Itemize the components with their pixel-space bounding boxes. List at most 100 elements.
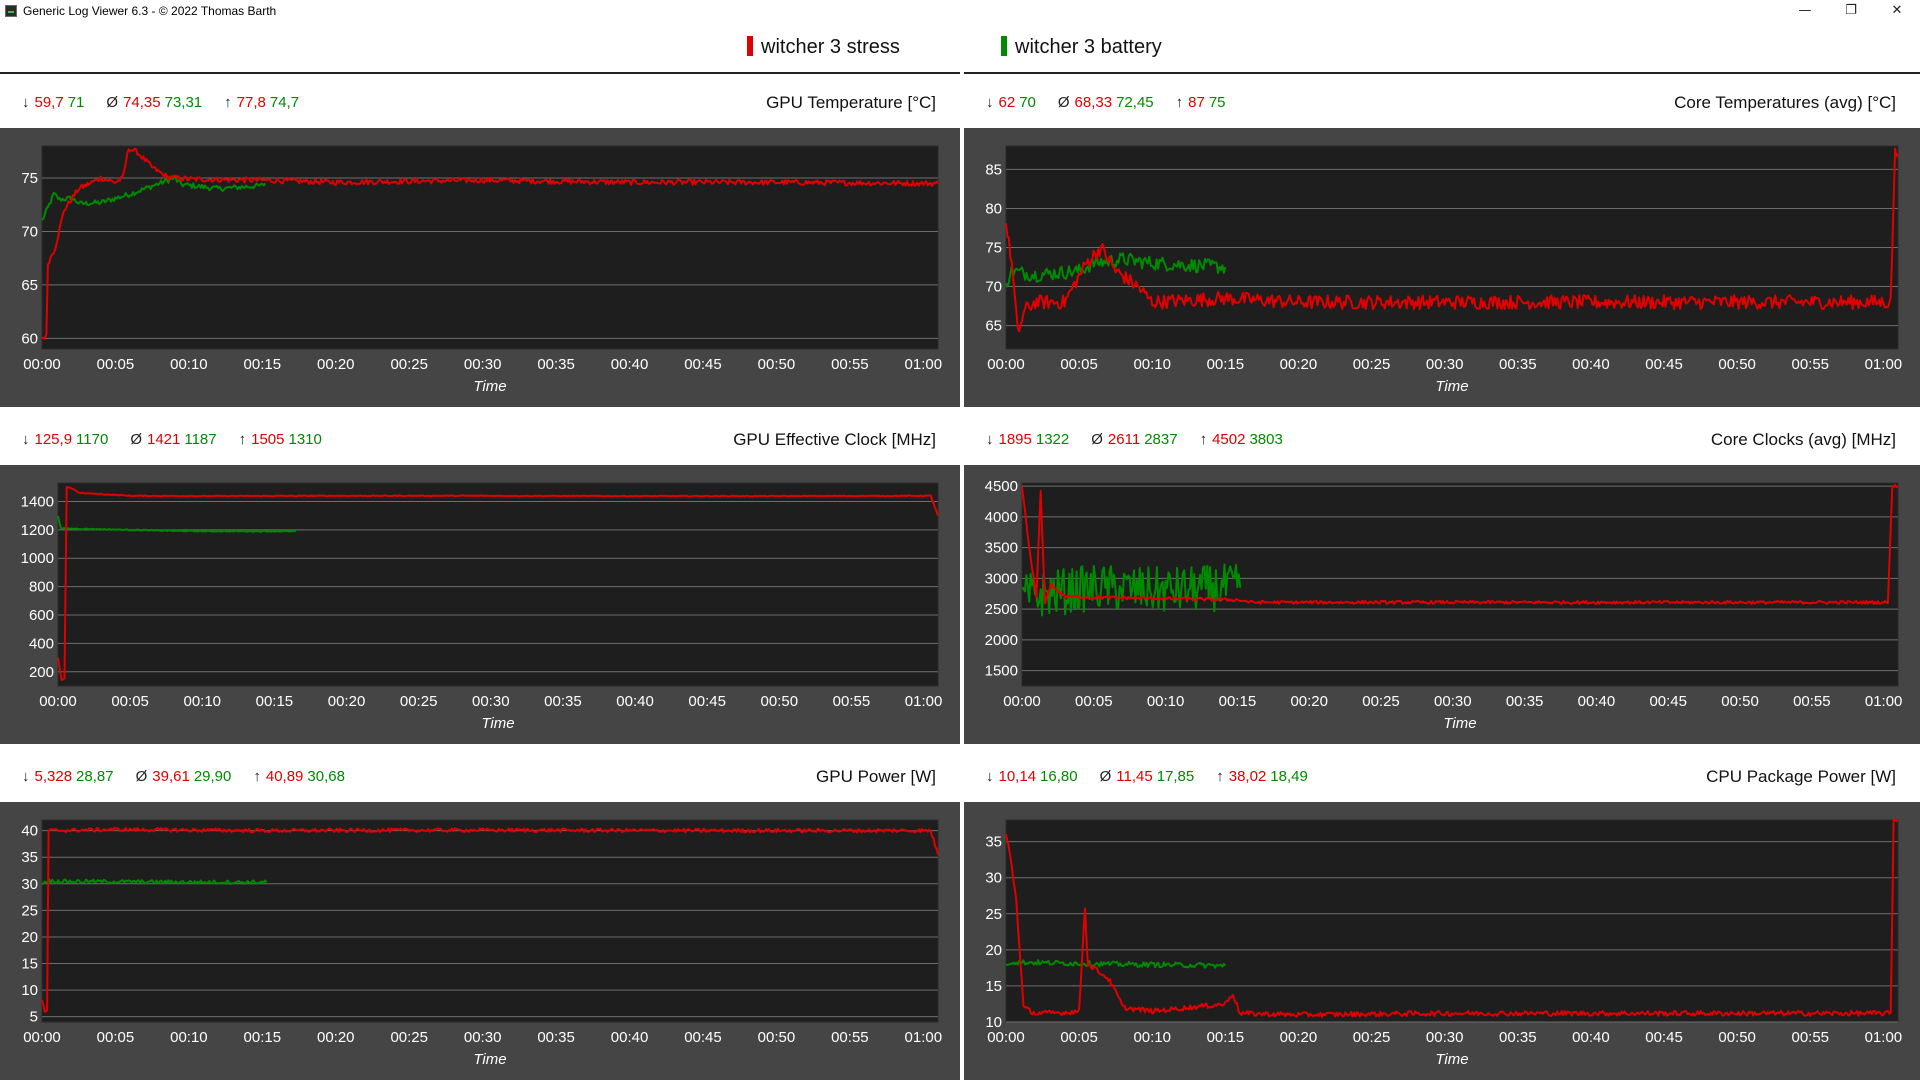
stat-min-stress: 5,328 [34,768,73,785]
x-tick-label: 00:55 [833,693,871,710]
chart-stats: ↓ 1895 1322 Ø 2611 2837 ↑ 4502 3803 [986,431,1305,448]
x-tick-label: 00:25 [390,1029,428,1046]
x-tick-label: 00:00 [987,1029,1025,1046]
close-button[interactable]: ✕ [1891,3,1903,18]
stat-avg-stress: 68,33 [1074,94,1113,111]
stat-avg: Ø 2611 2837 [1091,431,1181,448]
legend-label-stress: witcher 3 stress [761,36,900,58]
stat-avg-stress: 2611 [1107,431,1141,448]
chart-stats: ↓ 125,9 1170 Ø 1421 1187 ↑ 1505 1310 [22,431,344,448]
legend-swatch-stress [747,36,753,56]
chart-header: ↓ 125,9 1170 Ø 1421 1187 ↑ 1505 1310 GPU Effectiv… [0,411,960,465]
legend: witcher 3 stress witcher 3 battery [0,22,1920,74]
chart-title: GPU Effective Clock [MHz] [733,430,936,449]
y-tick-label: 200 [29,664,54,681]
chart-panel-gpu-power: ↓ 5,328 28,87 Ø 39,61 29,90 ↑ 40,89 30,68 GPU Pow… [0,748,960,1080]
app-icon [5,5,17,17]
y-tick-label: 2000 [985,632,1018,649]
x-axis-label: Time [1443,715,1476,732]
x-tick-label: 00:30 [1434,693,1472,710]
chart-stats: ↓ 59,7 71 Ø 74,35 73,31 ↑ 77,8 74,7 [22,94,321,111]
chart-plot[interactable]: 10 15 20 25 30 35 00:00 00:05 00:10 00:15 00:20 00:… [964,802,1920,1080]
x-tick-label: 00:40 [1572,1029,1610,1046]
y-tick-label: 10 [21,982,38,999]
legend-item-battery[interactable]: witcher 3 battery [1001,36,1162,59]
chart-panel-core-clock: ↓ 1895 1322 Ø 2611 2837 ↑ 4502 3803 Core Clocks (… [964,411,1920,744]
x-tick-label: 00:20 [1290,693,1328,710]
x-tick-label: 00:50 [1718,1029,1756,1046]
plot-area [41,819,939,1023]
stat-max: ↑ 4502 3803 [1200,431,1287,448]
y-tick-label: 70 [985,279,1002,296]
plot-area [1021,482,1899,687]
stat-min-icon: ↓ [986,94,994,111]
x-tick-label: 00:45 [1649,693,1687,710]
x-tick-label: 00:40 [1578,693,1616,710]
legend-label-battery: witcher 3 battery [1015,36,1162,58]
x-tick-label: 00:05 [97,1029,135,1046]
restore-button[interactable]: ❐ [1845,3,1857,18]
x-tick-label: 00:05 [1075,693,1113,710]
x-tick-label: 01:00 [905,356,943,373]
x-tick-label: 00:35 [1499,1029,1537,1046]
x-tick-label: 00:45 [684,1029,722,1046]
x-tick-label: 01:00 [1865,1029,1903,1046]
chart-panel-cpu-power: ↓ 10,14 16,80 Ø 11,45 17,85 ↑ 38,02 18,49 CPU Pac… [964,748,1920,1080]
x-tick-label: 00:25 [1353,356,1391,373]
stat-min: ↓ 62 70 [986,94,1040,111]
x-tick-label: 00:30 [464,356,502,373]
x-tick-label: 00:10 [170,1029,208,1046]
x-tick-label: 00:20 [1280,1029,1318,1046]
x-tick-label: 00:20 [317,1029,355,1046]
stat-min-icon: ↓ [986,431,994,448]
plot-area [57,482,939,687]
stat-max-stress: 87 [1188,94,1205,111]
chart-plot[interactable]: 60 65 70 75 00:00 00:05 00:10 00:15 00:20 00:25 00… [0,128,960,407]
stat-avg-battery: 17,85 [1156,768,1195,785]
chart-title: Core Temperatures (avg) [°C] [1674,93,1896,112]
x-tick-label: 00:35 [544,693,582,710]
chart-stats: ↓ 5,328 28,87 Ø 39,61 29,90 ↑ 40,89 30,68 [22,768,367,785]
chart-title: Core Clocks (avg) [MHz] [1710,430,1896,449]
stat-max-battery: 1310 [288,431,322,448]
x-tick-label: 01:00 [1865,356,1903,373]
stat-max-battery: 18,49 [1270,768,1308,785]
plot-area [1005,819,1899,1023]
y-tick-label: 25 [21,902,38,919]
stat-min-icon: ↓ [986,768,994,785]
chart-header: ↓ 59,7 71 Ø 74,35 73,31 ↑ 77,8 74,7 GPU Temperatu… [0,74,960,128]
stat-avg-battery: 72,45 [1116,94,1154,111]
x-tick-label: 00:20 [317,356,355,373]
chart-plot[interactable]: 5 10 15 20 25 30 35 40 00:00 00:05 00:10 00:15 00:20… [0,802,960,1080]
chart-panel-gpu-temp: ↓ 59,7 71 Ø 74,35 73,31 ↑ 77,8 74,7 GPU Temperatu… [0,74,960,407]
stat-avg-icon: Ø [130,431,142,448]
series-line-stress [41,147,939,340]
stat-avg: Ø 74,35 73,31 [106,94,206,111]
y-tick-label: 600 [29,607,54,624]
x-tick-label: 00:35 [537,356,575,373]
chart-stats: ↓ 10,14 16,80 Ø 11,45 17,85 ↑ 38,02 18,49 [986,768,1330,785]
chart-plot[interactable]: 65 70 75 80 85 00:00 00:05 00:10 00:15 00:20 00:25… [964,128,1920,407]
x-tick-label: 00:00 [39,693,77,710]
x-tick-label: 00:40 [611,1029,649,1046]
stat-min-icon: ↓ [22,431,30,448]
chart-title: GPU Power [W] [816,767,936,786]
series-line-stress [41,827,939,1013]
stat-min: ↓ 5,328 28,87 [22,768,118,785]
x-tick-label: 00:05 [111,693,149,710]
legend-item-stress[interactable]: witcher 3 stress [747,36,900,59]
x-tick-label: 00:10 [1133,356,1171,373]
chart-plot[interactable]: 200 400 600 800 1000 1200 1400 00:00 00:05 00:10 0… [0,465,960,744]
x-tick-label: 00:35 [537,1029,575,1046]
stat-min: ↓ 10,14 16,80 [986,768,1082,785]
minimize-button[interactable]: — [1798,3,1812,18]
chart-header: ↓ 1895 1322 Ø 2611 2837 ↑ 4502 3803 Core Clocks (… [964,411,1920,465]
x-tick-label: 00:55 [831,1029,869,1046]
y-tick-label: 35 [985,834,1002,851]
y-tick-label: 75 [21,170,38,187]
chart-plot[interactable]: 1500 2000 2500 3000 3500 4000 4500 00:00 00:05 00… [964,465,1920,744]
stat-max-icon: ↑ [224,94,232,111]
y-tick-label: 30 [985,870,1002,887]
y-tick-label: 65 [21,277,38,294]
stat-min-battery: 70 [1019,94,1036,111]
